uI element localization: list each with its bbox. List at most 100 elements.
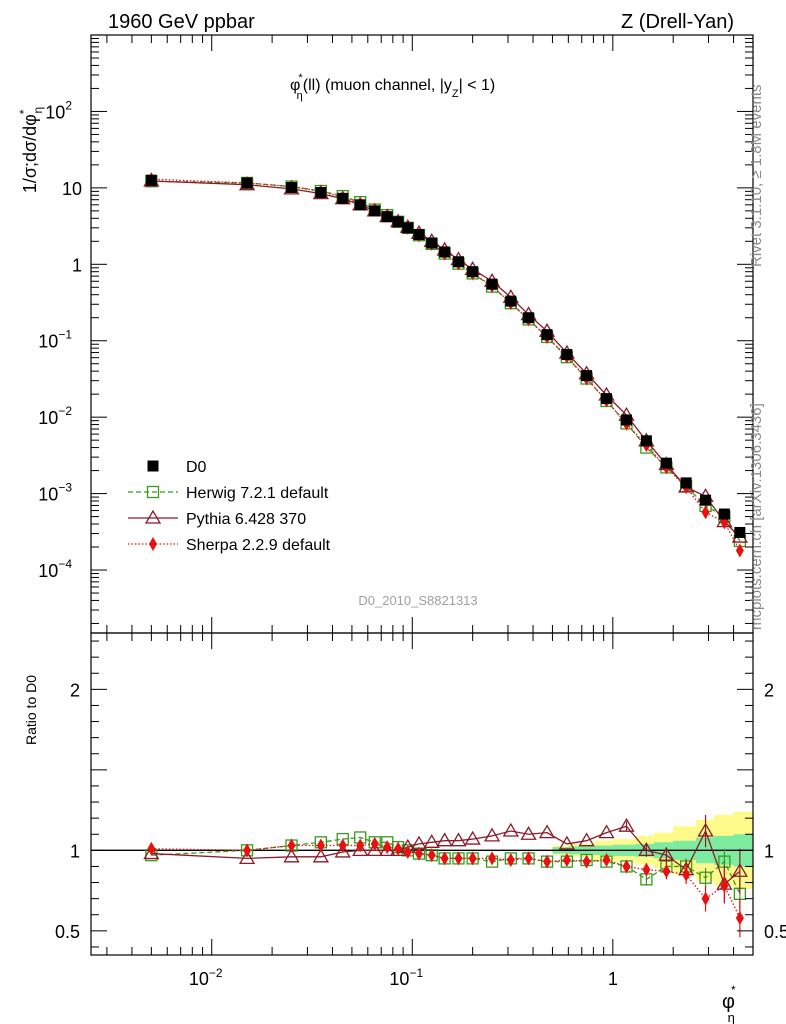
legend: D0 Herwig 7.2.1 default Pythia 6.428 370 Sh… <box>128 459 331 554</box>
ratio-panel-frame <box>90 632 754 956</box>
ratio-point <box>735 910 744 925</box>
ratio-point <box>488 851 497 866</box>
ratio-point <box>618 817 635 832</box>
legend-label: Herwig 7.2.1 default <box>186 485 329 502</box>
ratio-point <box>720 878 729 893</box>
analysis-watermark: D0_2010_S8821313 <box>358 593 477 608</box>
ratio-point <box>334 843 351 858</box>
legend-marker <box>146 485 160 499</box>
y-tick-label: 102 <box>45 98 72 122</box>
ratio-point <box>602 853 611 868</box>
data-point <box>337 192 349 204</box>
ratio-point <box>283 848 300 863</box>
series-line <box>151 180 741 538</box>
data-point <box>523 312 535 324</box>
y-tick-label: 10−2 <box>38 404 72 428</box>
x-tick-label: 10−2 <box>189 966 223 989</box>
ratio-point <box>366 842 383 856</box>
data-point <box>660 457 672 469</box>
ratio-point <box>454 851 463 866</box>
ratio-point <box>520 825 537 840</box>
ratio-point <box>524 851 533 866</box>
ratio-y-tick-label: 1 <box>70 841 80 861</box>
ratio-point <box>414 846 423 861</box>
data-point <box>735 543 744 558</box>
ratio-point <box>423 834 440 848</box>
ratio-series-layer <box>91 814 753 938</box>
title-rest1: (ll) (muon channel, | <box>303 77 444 94</box>
data-point <box>601 393 613 405</box>
data-point <box>505 295 517 307</box>
y-tick-label: 10−1 <box>38 328 72 352</box>
ratio-y-tick-label-right: 0.5 <box>764 922 786 942</box>
ratio-point <box>436 832 453 847</box>
data-point <box>369 205 381 217</box>
ratio-point <box>356 838 365 853</box>
y-tick-label: 10−4 <box>38 557 72 581</box>
ratio-point <box>699 871 712 884</box>
data-point <box>452 256 464 268</box>
axes-layer: 10−2 10−1 1 10−4 10−3 10−2 10−1 1 10 102 0.5 0.5 1 1 2… <box>38 35 786 989</box>
data-point <box>241 177 253 189</box>
data-point <box>392 216 404 228</box>
data-point <box>402 222 414 234</box>
ratio-point <box>578 832 595 847</box>
legend-marker <box>149 537 157 551</box>
ratio-point <box>642 862 651 877</box>
y-tick-label: 10−3 <box>38 481 72 505</box>
data-point <box>467 266 479 278</box>
ratio-point <box>379 842 396 856</box>
ratio-y-tick-label-right: 2 <box>764 680 774 700</box>
ratio-point <box>538 824 556 839</box>
data-point <box>145 174 157 186</box>
ratio-point <box>243 843 252 858</box>
ratio-point <box>562 853 571 868</box>
ratio-point <box>662 864 671 879</box>
ratio-y-tick-label: 2 <box>70 680 80 700</box>
legend-entry: Herwig 7.2.1 default <box>128 485 329 502</box>
legend-label: Sherpa 2.2.9 default <box>186 537 331 554</box>
data-point <box>701 505 710 520</box>
title-ysub: Z <box>452 88 459 100</box>
data-point <box>581 370 593 382</box>
ratio-point <box>622 859 631 874</box>
legend-marker <box>147 460 159 472</box>
ratio-point <box>450 832 467 847</box>
ratio-series-sherpa-2-2-9-default <box>147 836 744 938</box>
title-sup: * <box>298 72 303 84</box>
plot-title: φ* η(ll) (muon channel, |yZ| < 1) <box>290 72 495 102</box>
ratio-point <box>468 851 477 866</box>
ratio-point <box>543 854 552 869</box>
ratio-point <box>598 824 615 839</box>
series-d0 <box>145 174 746 538</box>
title-rest2: | < 1) <box>459 77 496 94</box>
legend-label: D0 <box>186 459 207 476</box>
ratio-point <box>697 822 714 837</box>
ratio-point <box>638 842 655 856</box>
ratio-series-line <box>151 825 741 886</box>
title-phi: φ <box>290 77 300 94</box>
ratio-point <box>506 853 515 868</box>
ratio-point <box>312 848 329 863</box>
data-point <box>486 278 498 290</box>
legend-entry: Pythia 6.428 370 <box>128 509 306 528</box>
ratio-point <box>440 851 449 866</box>
data-point <box>700 494 712 506</box>
ratio-point <box>427 848 436 863</box>
ratio-point <box>558 835 576 850</box>
x-tick-label: 10−1 <box>389 966 423 989</box>
data-point <box>541 329 553 341</box>
data-point <box>561 349 573 361</box>
data-point <box>734 526 746 538</box>
ratio-point <box>582 854 591 869</box>
top-ylabel: 1/σ;dσ/dφ*η <box>17 107 45 193</box>
y-tick-label: 10 <box>62 179 82 199</box>
data-point <box>413 229 425 241</box>
ratio-point <box>352 842 369 856</box>
ratio-point <box>143 845 160 860</box>
legend-label: Pythia 6.428 370 <box>186 511 306 528</box>
legend-entry: D0 <box>147 459 207 476</box>
data-point <box>315 186 327 198</box>
header-left: 1960 GeV ppbar <box>108 11 255 33</box>
ratio-point <box>658 846 675 861</box>
